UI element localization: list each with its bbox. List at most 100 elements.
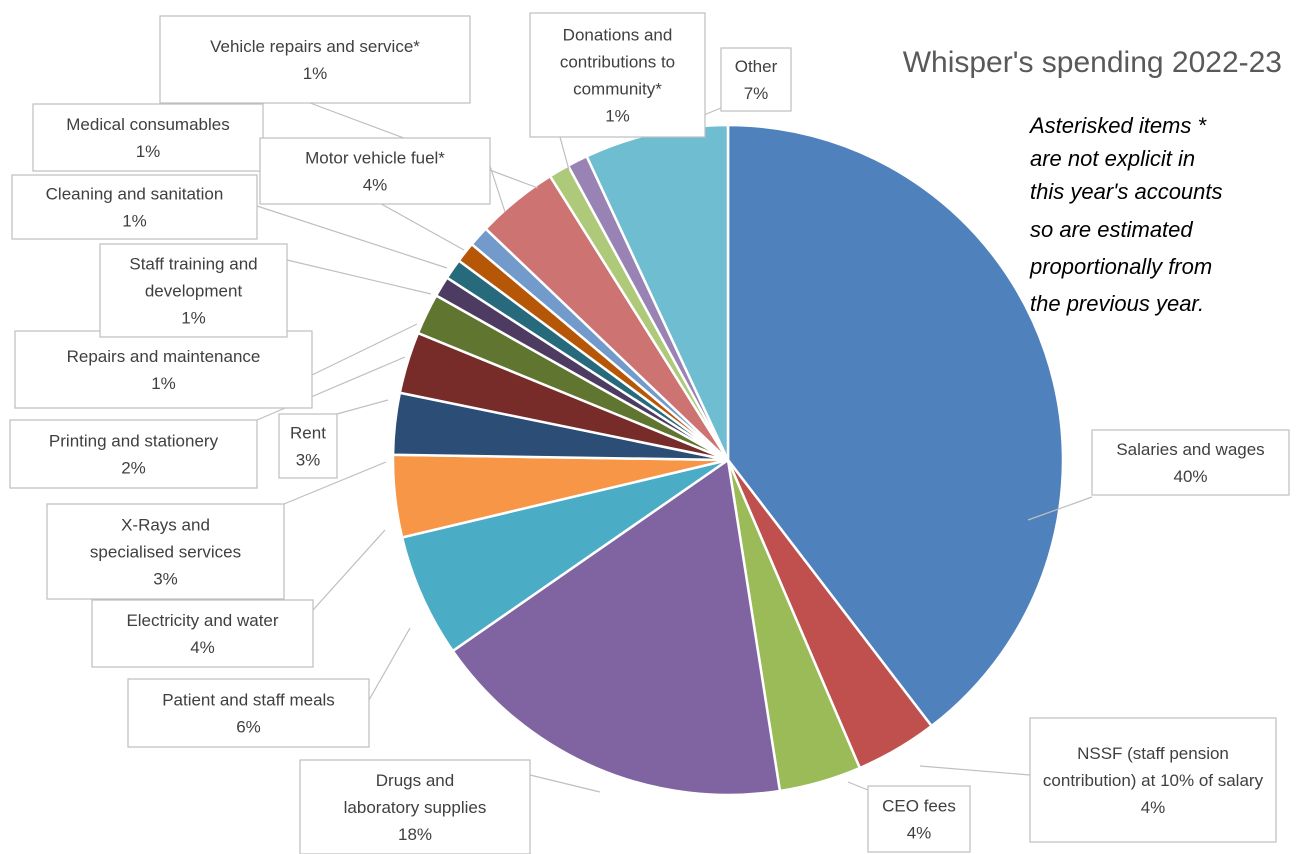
callout-value: 3% bbox=[153, 570, 178, 589]
callout-box bbox=[159, 15, 471, 104]
callout-category: Repairs and maintenance bbox=[67, 347, 261, 366]
leader-line-staff-training-and-development bbox=[286, 259, 432, 295]
leader-line-drugs-and-laboratory-supplies bbox=[529, 774, 601, 793]
callout-value: 2% bbox=[121, 459, 146, 478]
pie-slices bbox=[391, 123, 1065, 797]
callout-category: contributions to bbox=[560, 53, 675, 72]
footnote: Asterisked items * are not explicit in t… bbox=[1028, 113, 1223, 316]
callout-printing-and-stationery: Printing and stationery 2% bbox=[9, 419, 258, 489]
callout-box bbox=[720, 47, 792, 112]
callout-box bbox=[278, 413, 338, 479]
callout-box bbox=[529, 12, 706, 138]
callout-salaries-and-wages: Salaries and wages 40% bbox=[1091, 429, 1290, 496]
callout-other: Other 7% bbox=[720, 47, 792, 112]
callout-category: NSSF (staff pension bbox=[1077, 744, 1229, 763]
callout-motor-vehicle-fuel: Motor vehicle fuel* 4% bbox=[259, 137, 491, 205]
callout-category: Patient and staff meals bbox=[162, 691, 335, 710]
callout-category: Vehicle repairs and service* bbox=[210, 37, 420, 56]
callout-category: contribution) at 10% of salary bbox=[1043, 771, 1264, 790]
footnote-line: this year's accounts bbox=[1030, 179, 1223, 204]
leader-line-printing-and-stationery bbox=[256, 356, 406, 421]
leader-line-nssf-staff-pension-contribution-at-10-of-salary bbox=[919, 765, 1031, 776]
callout-category: Printing and stationery bbox=[49, 432, 219, 451]
callout-value: 1% bbox=[151, 374, 176, 393]
callout-box bbox=[11, 174, 258, 240]
leader-line-x-rays-and-specialised-services bbox=[283, 461, 387, 505]
callout-category: Drugs and bbox=[376, 771, 454, 790]
callout-category: Electricity and water bbox=[126, 611, 278, 630]
callout-value: 1% bbox=[303, 64, 328, 83]
callout-box bbox=[46, 503, 285, 600]
callout-box bbox=[32, 103, 264, 172]
callout-box bbox=[1091, 429, 1290, 496]
callout-drugs-and-laboratory-supplies: Drugs and laboratory supplies 18% bbox=[299, 759, 531, 854]
callout-box bbox=[91, 599, 314, 668]
callout-value: 6% bbox=[236, 718, 261, 737]
callout-value: 4% bbox=[907, 824, 932, 843]
footnote-line: are not explicit in bbox=[1030, 146, 1195, 171]
footnote-line: so are estimated bbox=[1030, 217, 1193, 242]
leader-line-ceo-fees bbox=[847, 781, 869, 791]
callout-box bbox=[259, 137, 491, 205]
leader-line-patient-and-staff-meals bbox=[368, 627, 411, 701]
leader-line-rent bbox=[336, 399, 389, 415]
callout-box bbox=[99, 243, 288, 338]
callout-category: Staff training and bbox=[129, 255, 257, 274]
callout-value: 1% bbox=[181, 309, 206, 328]
callout-repairs-and-maintenance: Repairs and maintenance 1% bbox=[14, 330, 313, 409]
callout-value: 40% bbox=[1173, 467, 1207, 486]
callout-category: laboratory supplies bbox=[344, 798, 487, 817]
callout-category: Medical consumables bbox=[66, 115, 229, 134]
callout-medical-consumables: Medical consumables 1% bbox=[32, 103, 264, 172]
callout-box bbox=[867, 785, 971, 853]
leader-line-repairs-and-maintenance bbox=[311, 323, 418, 376]
callout-box bbox=[9, 419, 258, 489]
leader-line-salaries-and-wages bbox=[1027, 496, 1093, 521]
pie-slice-salaries-and-wages bbox=[726, 123, 1065, 728]
leader-line-electricity-and-water bbox=[312, 529, 386, 611]
callout-vehicle-repairs-and-service: Vehicle repairs and service* 1% bbox=[159, 15, 471, 104]
callout-value: 18% bbox=[398, 825, 432, 844]
leader-line-motor-vehicle-fuel bbox=[489, 165, 506, 213]
callout-category: Other bbox=[735, 57, 778, 76]
callout-category: Donations and bbox=[563, 26, 673, 45]
callout-category: development bbox=[145, 282, 243, 301]
callout-category: Salaries and wages bbox=[1116, 440, 1264, 459]
callout-category: Cleaning and sanitation bbox=[46, 185, 224, 204]
callout-category: CEO fees bbox=[882, 797, 956, 816]
callout-ceo-fees: CEO fees 4% bbox=[867, 785, 971, 853]
footnote-line: Asterisked items * bbox=[1028, 113, 1207, 138]
callout-labels: Salaries and wages 40% NSSF (staff pension… bbox=[9, 12, 1290, 854]
callout-nssf-staff-pension-contribution-at-10-of-salary: NSSF (staff pension contribution) at 10% … bbox=[1029, 717, 1277, 843]
leader-line-cleaning-and-sanitation bbox=[256, 205, 448, 269]
pie-slice-drugs-and-laboratory-supplies bbox=[451, 457, 782, 797]
callout-box bbox=[1029, 717, 1277, 843]
callout-rent: Rent 3% bbox=[278, 413, 338, 479]
callout-box bbox=[127, 678, 370, 748]
callout-value: 3% bbox=[296, 451, 321, 470]
footnote-line: proportionally from bbox=[1029, 254, 1212, 279]
callout-value: 4% bbox=[190, 638, 215, 657]
callout-category: X-Rays and bbox=[121, 516, 210, 535]
callout-staff-training-and-development: Staff training and development 1% bbox=[99, 243, 288, 338]
callout-value: 1% bbox=[605, 107, 630, 126]
callout-category: Motor vehicle fuel* bbox=[305, 149, 445, 168]
pie-slice-patient-and-staff-meals bbox=[400, 458, 729, 653]
callout-cleaning-and-sanitation: Cleaning and sanitation 1% bbox=[11, 174, 258, 240]
callout-category: specialised services bbox=[90, 543, 241, 562]
callout-value: 1% bbox=[136, 142, 161, 161]
callout-category: community* bbox=[573, 80, 662, 99]
callout-leader-lines bbox=[256, 102, 1093, 793]
leader-line-donations-and-contributions-to-community bbox=[559, 136, 570, 171]
callout-x-rays-and-specialised-services: X-Rays and specialised services 3% bbox=[46, 503, 285, 600]
callout-box bbox=[299, 759, 531, 854]
footnote-line: the previous year. bbox=[1030, 291, 1204, 316]
callout-category: Rent bbox=[290, 424, 326, 443]
callout-box bbox=[14, 330, 313, 409]
callout-value: 1% bbox=[122, 212, 147, 231]
callout-patient-and-staff-meals: Patient and staff meals 6% bbox=[127, 678, 370, 748]
chart-title: Whisper's spending 2022-23 bbox=[903, 46, 1282, 79]
callout-donations-and-contributions-to-community: Donations and contributions to community* 1… bbox=[529, 12, 706, 138]
callout-value: 4% bbox=[1141, 798, 1166, 817]
